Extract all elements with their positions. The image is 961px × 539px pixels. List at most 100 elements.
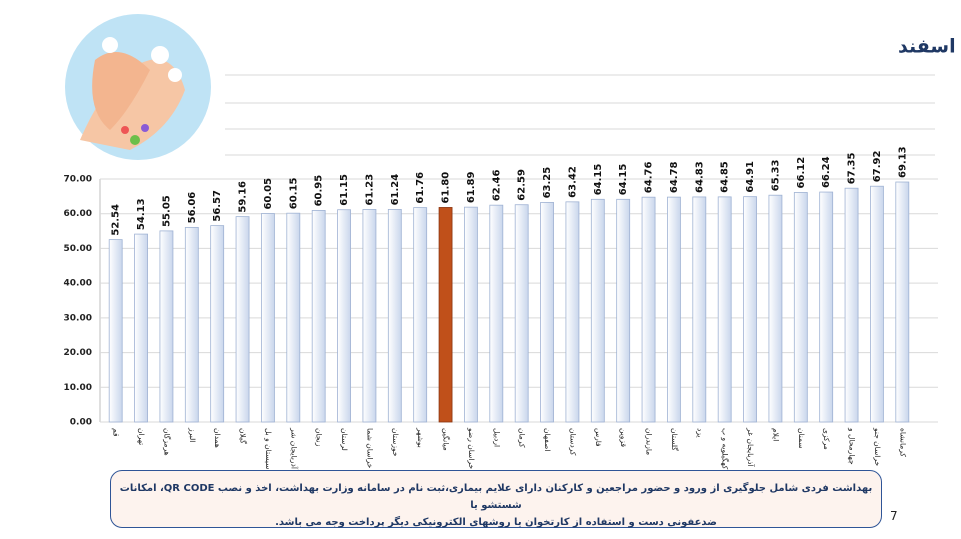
- x-tick-label: قزوین: [619, 428, 628, 448]
- value-label: 62.46: [491, 170, 502, 202]
- value-label: 60.05: [263, 178, 274, 210]
- x-tick-label: هرمزگان: [162, 428, 171, 456]
- value-label: 61.76: [415, 172, 426, 204]
- x-tick-label: گلستان: [670, 428, 679, 451]
- bar: [387, 209, 402, 423]
- page-number: 7: [890, 509, 898, 523]
- value-label: 60.15: [288, 178, 299, 210]
- bar: [667, 196, 681, 423]
- x-tick-label: کرمان: [518, 428, 527, 448]
- x-tick-label: مازندران: [645, 428, 654, 455]
- x-tick-label: ایلام: [771, 428, 780, 441]
- y-tick-label: 40.00: [64, 279, 92, 289]
- x-tick-label: گیلان: [239, 428, 248, 444]
- bar: [134, 233, 148, 423]
- bar: [641, 196, 656, 423]
- chart-title: رعایت بهداشت فردی مناسب در اماکن عمومی ا…: [898, 36, 961, 58]
- x-tick-label: لرستان: [340, 428, 349, 451]
- bar: [514, 204, 529, 423]
- x-tick-label: کردستان: [568, 428, 577, 456]
- bar: [819, 191, 834, 423]
- bar: [717, 196, 732, 423]
- bar: [235, 216, 250, 423]
- value-label: 55.05: [161, 195, 172, 227]
- bar: [413, 207, 428, 423]
- x-tick-label: بوشهر: [416, 427, 425, 448]
- x-tick-label: همدان: [213, 428, 222, 448]
- value-label: 67.92: [872, 151, 883, 183]
- x-tick-label: آذربایجان شر: [289, 427, 299, 470]
- y-tick-label: 30.00: [64, 313, 92, 323]
- x-tick-label: فارس: [594, 428, 603, 447]
- bar: [844, 187, 859, 423]
- bar: [590, 198, 605, 423]
- value-label: 64.91: [745, 161, 756, 193]
- bar: [184, 226, 199, 423]
- x-tick-label: کهگیلویه و ب: [721, 428, 730, 470]
- value-label: 60.95: [314, 175, 325, 207]
- y-tick-label: 20.00: [64, 348, 92, 358]
- x-tick-label: یزد: [695, 428, 704, 438]
- value-label: 65.33: [770, 160, 781, 192]
- x-tick-label: میانگین: [442, 428, 451, 451]
- x-tick-label: تهران: [137, 428, 146, 445]
- value-label: 64.15: [618, 164, 629, 196]
- x-tick-label: چهارمحال و: [848, 427, 857, 465]
- note-line: بهداشت فردی شامل جلوگیری از ورود و حضور …: [119, 483, 873, 511]
- bar: [362, 209, 377, 423]
- bar: [261, 213, 275, 423]
- bar: [337, 209, 351, 423]
- bar: [210, 225, 225, 423]
- bar: [743, 196, 757, 423]
- value-label: 69.13: [897, 146, 908, 178]
- value-label: 64.76: [644, 162, 655, 194]
- x-tick-label: خراسان رضو: [467, 427, 476, 470]
- value-label: 59.16: [238, 181, 249, 213]
- x-tick-label: البرز: [188, 427, 197, 442]
- value-label: 67.35: [847, 153, 858, 185]
- x-tick-label: خراسان شما: [365, 428, 374, 469]
- value-label: 52.54: [111, 204, 122, 236]
- value-label: 64.85: [720, 161, 731, 193]
- y-tick-label: 60.00: [64, 209, 92, 219]
- x-tick-label: اردبیل: [492, 428, 501, 447]
- value-label: 64.78: [669, 161, 680, 193]
- value-label: 66.12: [796, 157, 807, 189]
- decor-lines: [225, 74, 935, 156]
- x-tick-label: خوزستان: [391, 428, 400, 457]
- bar: [311, 210, 326, 423]
- bar: [768, 194, 783, 423]
- value-label: 61.89: [466, 171, 477, 203]
- note-box: بهداشت فردی شامل جلوگیری از ورود و حضور …: [110, 470, 882, 528]
- bar: [108, 239, 123, 423]
- bar: [159, 230, 174, 423]
- bar: [616, 198, 631, 423]
- y-tick-label: 50.00: [64, 244, 92, 254]
- x-tick-label: سیستان و بل: [264, 428, 273, 469]
- bar: [464, 206, 478, 423]
- value-label: 64.15: [593, 164, 604, 196]
- x-tick-label: اصفهان: [543, 428, 552, 452]
- bar: [438, 207, 453, 423]
- y-tick-label: 0.00: [70, 418, 92, 428]
- value-label: 61.24: [390, 174, 401, 206]
- note-line: ضدعفونی دست و استفاده از کارتخوان یا روش…: [275, 517, 717, 528]
- hands-image: [65, 14, 211, 160]
- bar: [870, 185, 884, 423]
- value-label: 63.42: [567, 166, 578, 198]
- x-tick-label: سمنان: [797, 428, 806, 449]
- bar: [895, 181, 910, 423]
- value-label: 54.13: [136, 198, 147, 230]
- x-tick-label: کرمانشاه: [898, 428, 907, 457]
- value-label: 61.23: [364, 174, 375, 206]
- value-label: 61.15: [339, 174, 350, 206]
- bar: [565, 201, 580, 423]
- y-tick-label: 70.00: [64, 175, 92, 185]
- y-tick-label: 10.00: [64, 383, 92, 393]
- value-label: 61.80: [441, 172, 452, 204]
- x-tick-label: زنجان: [315, 428, 324, 447]
- value-label: 62.59: [517, 169, 528, 201]
- x-tick-label: مرکزی: [822, 428, 831, 450]
